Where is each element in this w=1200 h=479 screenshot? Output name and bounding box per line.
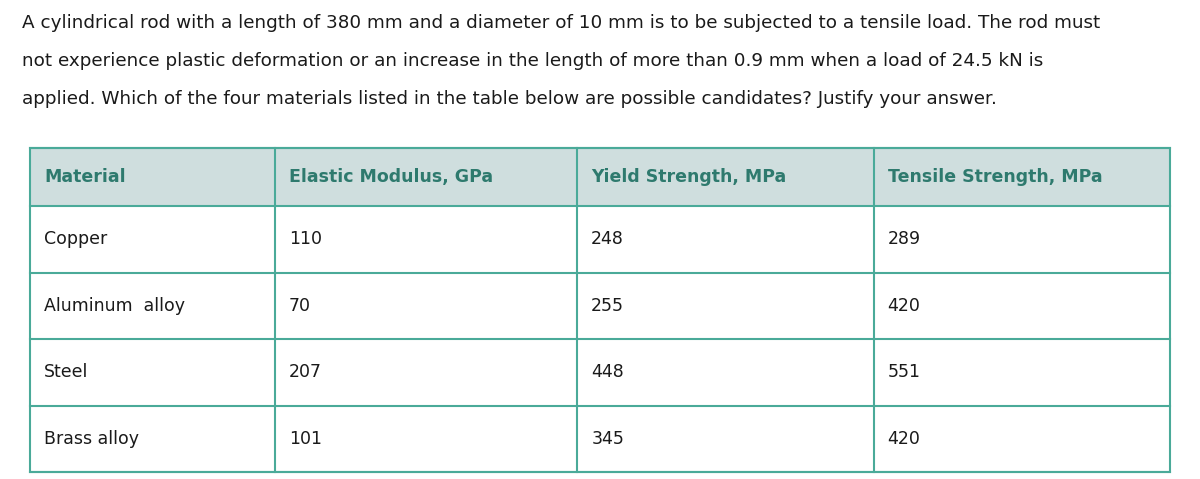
Text: Copper: Copper <box>44 230 107 248</box>
Text: Tensile Strength, MPa: Tensile Strength, MPa <box>888 168 1103 186</box>
Text: 448: 448 <box>592 363 624 381</box>
Text: 420: 420 <box>888 430 920 448</box>
Text: 207: 207 <box>289 363 322 381</box>
Text: 345: 345 <box>592 430 624 448</box>
Text: not experience plastic deformation or an increase in the length of more than 0.9: not experience plastic deformation or an… <box>22 52 1043 70</box>
Text: 101: 101 <box>289 430 322 448</box>
Text: Aluminum  alloy: Aluminum alloy <box>44 297 185 315</box>
Bar <box>30 406 1170 472</box>
Text: Brass alloy: Brass alloy <box>44 430 139 448</box>
Text: 551: 551 <box>888 363 920 381</box>
Text: applied. Which of the four materials listed in the table below are possible cand: applied. Which of the four materials lis… <box>22 90 997 108</box>
Text: Steel: Steel <box>44 363 89 381</box>
Text: Material: Material <box>44 168 126 186</box>
Bar <box>30 206 1170 273</box>
Bar <box>30 148 1170 206</box>
Text: 255: 255 <box>592 297 624 315</box>
Bar <box>30 273 1170 339</box>
Bar <box>30 339 1170 406</box>
Text: 248: 248 <box>592 230 624 248</box>
Text: Elastic Modulus, GPa: Elastic Modulus, GPa <box>289 168 493 186</box>
Text: 289: 289 <box>888 230 920 248</box>
Text: 420: 420 <box>888 297 920 315</box>
Text: 110: 110 <box>289 230 322 248</box>
Text: A cylindrical rod with a length of 380 mm and a diameter of 10 mm is to be subje: A cylindrical rod with a length of 380 m… <box>22 14 1100 32</box>
Text: 70: 70 <box>289 297 311 315</box>
Bar <box>30 148 1170 472</box>
Text: Yield Strength, MPa: Yield Strength, MPa <box>592 168 786 186</box>
